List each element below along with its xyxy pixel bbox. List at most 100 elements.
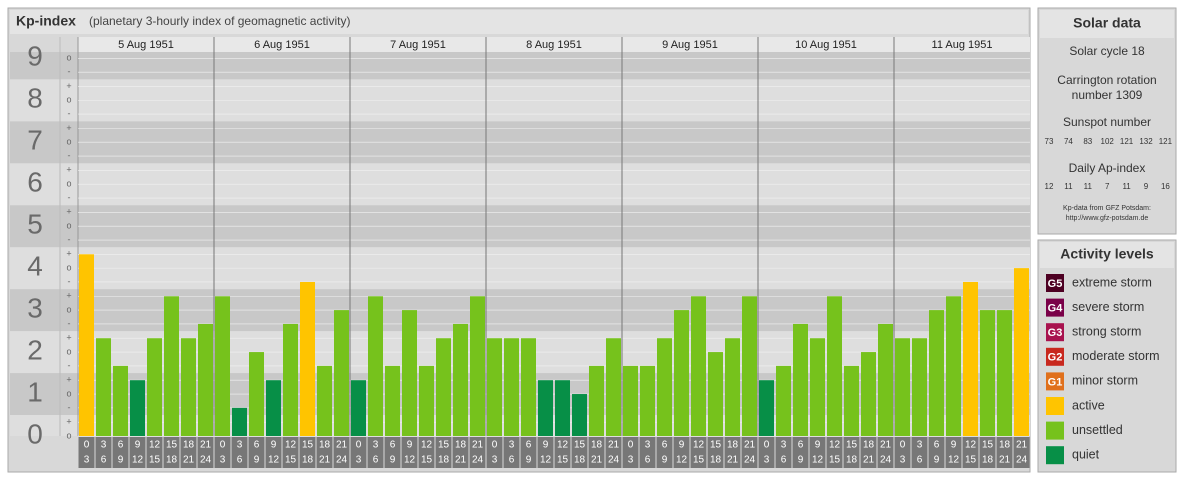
bar [555, 380, 570, 436]
band [10, 52, 1030, 80]
hour-box [231, 437, 248, 468]
hour-box [248, 437, 265, 468]
sub-tick-label: - [68, 318, 71, 328]
level-swatch [1046, 298, 1064, 317]
bar [725, 338, 740, 436]
hour-label: 18 [863, 440, 875, 451]
date-header [78, 37, 1030, 52]
hour-box [962, 437, 979, 468]
hour-box [928, 437, 945, 468]
hour-box [673, 437, 690, 468]
hour-label: 9 [135, 440, 141, 451]
day-label: 9 Aug 1951 [662, 39, 718, 51]
hour-label: 15 [846, 440, 858, 451]
sub-tick-label: - [68, 192, 71, 202]
hour-label: 18 [455, 440, 467, 451]
bar [470, 296, 485, 436]
day-label: 11 Aug 1951 [932, 39, 993, 51]
hour-label: 18 [319, 440, 331, 451]
bar [623, 365, 638, 436]
hour-label: 24 [472, 455, 484, 466]
hour-box [894, 437, 911, 468]
hour-label: 21 [200, 440, 212, 451]
hour-label: 24 [200, 455, 212, 466]
hour-box [503, 437, 520, 468]
bar [657, 338, 672, 436]
level-badge: G4 [1048, 303, 1064, 315]
panel-title: Solar data [1073, 15, 1141, 31]
level-label: moderate storm [1072, 349, 1160, 363]
bar [181, 338, 196, 436]
hour-label: 21 [608, 440, 620, 451]
sub-tick-label: + [66, 291, 71, 301]
hour-label: 6 [798, 440, 804, 451]
hour-box [146, 437, 163, 468]
hour-box [214, 437, 231, 468]
level-swatch [1046, 372, 1064, 391]
level-label: unsettled [1072, 423, 1123, 437]
hour-box [95, 437, 112, 468]
bar [1014, 268, 1029, 436]
bar [266, 380, 281, 436]
hour-box [180, 437, 197, 468]
level-swatch [1046, 323, 1064, 342]
hour-label: 6 [254, 440, 260, 451]
bar [249, 352, 264, 436]
hour-label: 0 [900, 440, 906, 451]
hour-label: 21 [880, 440, 892, 451]
level-badge: G1 [1048, 376, 1063, 388]
sunspot-value: 83 [1083, 137, 1092, 146]
bar [742, 296, 757, 436]
sub-tick-label: + [66, 333, 71, 343]
level-label: active [1072, 398, 1105, 412]
hour-box [367, 437, 384, 468]
hour-label: 21 [591, 455, 603, 466]
hour-label: 18 [302, 455, 314, 466]
sub-tick-label: - [68, 67, 71, 77]
bar [861, 352, 876, 436]
bar [708, 352, 723, 436]
sub-tick-label: - [68, 234, 71, 244]
hour-box [707, 437, 724, 468]
level-swatch [1046, 274, 1064, 292]
sunspot-title: Sunspot number [1063, 115, 1151, 129]
sub-tick-label: o [66, 53, 71, 63]
hour-box [656, 437, 673, 468]
bar [504, 338, 519, 436]
hour-box [418, 437, 435, 468]
hour-label: 6 [118, 440, 124, 451]
hour-label: 9 [815, 440, 821, 451]
sunspot-value: 73 [1045, 137, 1054, 146]
hour-label: 9 [798, 455, 804, 466]
sunspot-value: 121 [1159, 137, 1173, 146]
bar [283, 323, 298, 436]
hour-box [758, 437, 775, 468]
bar [334, 310, 349, 436]
ap-value: 11 [1064, 182, 1073, 191]
bar [198, 323, 213, 436]
hour-label: 12 [812, 455, 824, 466]
hour-box [197, 437, 214, 468]
day-label: 8 Aug 1951 [526, 39, 582, 51]
bar [674, 310, 689, 436]
hour-label: 18 [727, 440, 739, 451]
sub-tick-label: - [68, 108, 71, 118]
hour-label: 18 [591, 440, 603, 451]
hour-box [622, 437, 639, 468]
band [10, 415, 1030, 436]
sub-tick-label: - [68, 276, 71, 286]
hour-box [129, 437, 146, 468]
solar-cycle: Solar cycle 18 [1069, 44, 1145, 58]
hour-label: 9 [118, 455, 124, 466]
hour-label: 12 [948, 455, 960, 466]
bar [912, 338, 927, 436]
solar-header [1040, 10, 1174, 38]
bar [232, 407, 247, 436]
hour-label: 9 [679, 440, 685, 451]
hour-label: 6 [390, 440, 396, 451]
hour-box [911, 437, 928, 468]
hour-label: 24 [1016, 455, 1028, 466]
level-label: strong storm [1072, 324, 1141, 338]
hour-label: 12 [285, 440, 297, 451]
hour-label: 15 [166, 440, 178, 451]
